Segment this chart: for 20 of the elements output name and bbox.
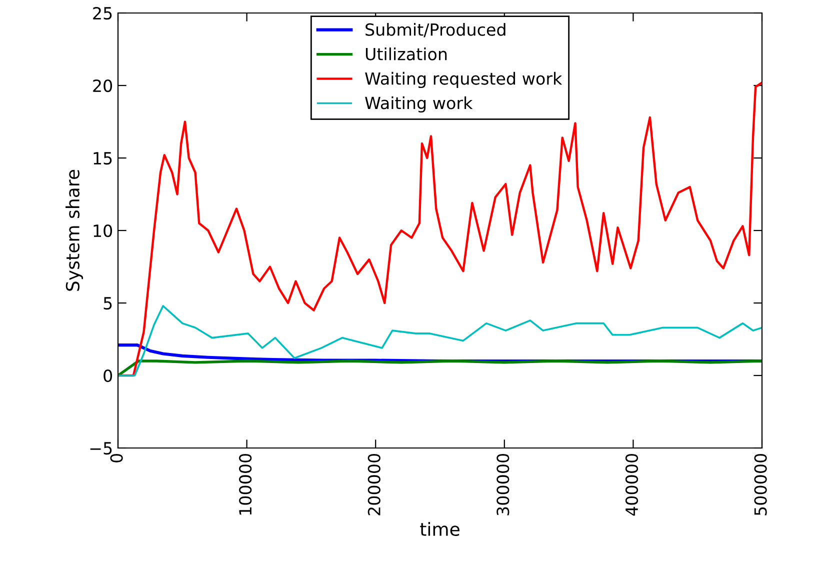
legend-label: Utilization	[366, 47, 447, 60]
y-tick-label: 10	[94, 224, 112, 238]
x-tick-label: 200000	[368, 454, 380, 516]
y-tick-label: 5	[104, 297, 112, 310]
y-tick-label: 20	[93, 79, 112, 92]
x-tick-label: 500000	[754, 454, 767, 516]
x-tick-label: 400000	[625, 454, 638, 516]
y-tick-label: 25	[93, 6, 112, 20]
y-axis-title: System share	[66, 170, 84, 291]
x-tick-label: 300000	[496, 454, 510, 516]
x-tick-label: 100000	[239, 454, 252, 515]
x-tick-label: 0	[110, 454, 123, 462]
legend-label: Waiting work	[365, 96, 473, 113]
y-tick-label: 0	[104, 369, 112, 382]
legend-label: Waiting requested work	[365, 72, 562, 88]
y-tick-label: −5	[90, 442, 112, 455]
legend-label: Submit/Produced	[366, 23, 506, 38]
x-axis-title: time	[420, 522, 460, 536]
y-tick-label: 15	[94, 152, 112, 165]
line-series	[118, 304, 762, 376]
